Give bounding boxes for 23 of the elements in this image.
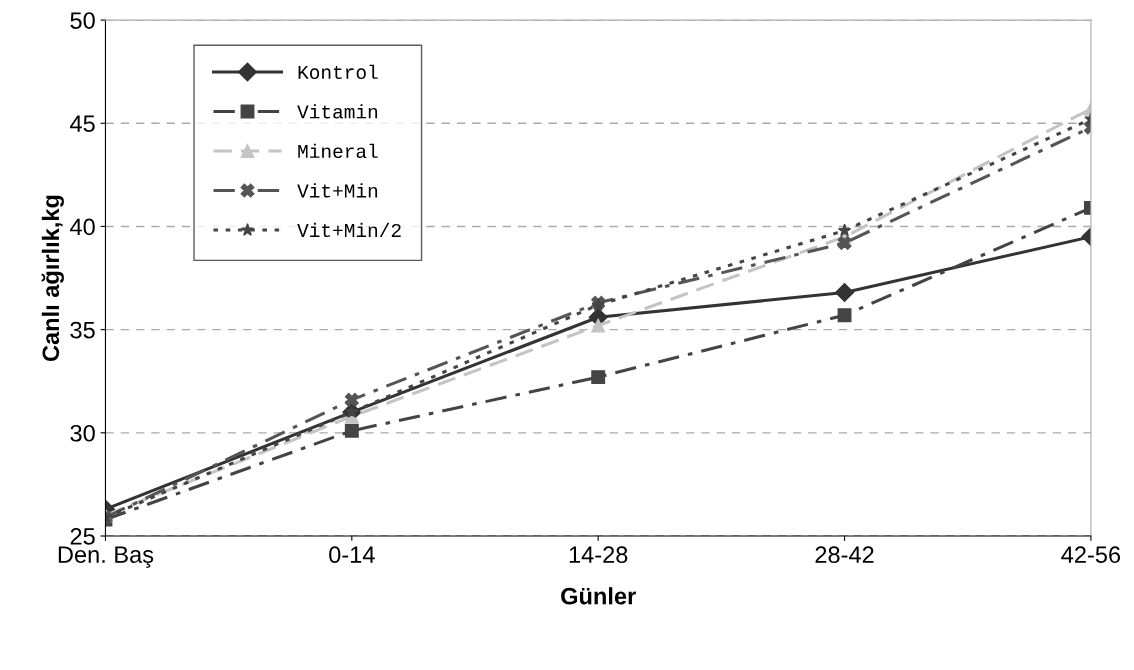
y-tick-label: 35 bbox=[70, 321, 95, 339]
legend-label: Vit+Min/2 bbox=[297, 222, 401, 238]
x-tick-label: 0-14 bbox=[329, 546, 375, 564]
y-axis-title: Canlı ağırlık,kg bbox=[41, 195, 64, 362]
x-tick-label: 14-28 bbox=[569, 546, 628, 564]
legend-label: Vit+Min bbox=[297, 183, 378, 198]
y-tick-label: 50 bbox=[70, 12, 95, 29]
y-tick-label: 30 bbox=[70, 424, 95, 442]
point bbox=[591, 370, 606, 385]
legend-label: Mineral bbox=[298, 143, 378, 159]
point bbox=[837, 223, 852, 237]
y-tick-label: 45 bbox=[70, 115, 95, 133]
x-tick-label: 42-56 bbox=[1061, 546, 1121, 564]
x-axis-title: Günler bbox=[561, 587, 636, 605]
legend-label: Vitamin bbox=[297, 104, 378, 119]
point bbox=[837, 236, 852, 250]
x-tick-label: 28-42 bbox=[815, 546, 874, 564]
y-tick-label: 40 bbox=[70, 218, 95, 236]
point bbox=[591, 318, 606, 333]
legend-label: Kontrol bbox=[298, 64, 378, 80]
y-tick-label: 25 bbox=[70, 528, 95, 545]
point bbox=[837, 308, 852, 323]
x-tick-label: Den. Baş bbox=[58, 546, 154, 568]
